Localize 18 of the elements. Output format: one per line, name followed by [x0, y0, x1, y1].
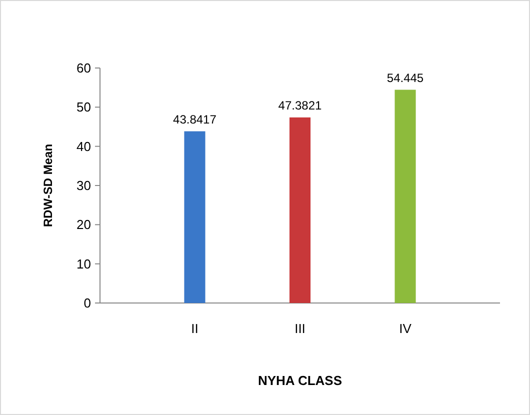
- y-tick-label: 20: [76, 217, 91, 232]
- x-tick-label: III: [294, 321, 306, 336]
- y-tick-label: 50: [76, 100, 91, 115]
- bar: [289, 117, 311, 303]
- x-tick-label: IV: [399, 321, 412, 336]
- y-axis-title: RDW-SD Mean: [41, 144, 55, 228]
- data-label: 43.8417: [173, 112, 217, 126]
- data-label: 54.445: [386, 70, 424, 85]
- bar: [184, 131, 206, 303]
- y-tick-label: 60: [76, 60, 91, 76]
- x-tick-label: II: [191, 321, 198, 336]
- bar: [394, 90, 416, 303]
- data-label: 47.3821: [278, 98, 322, 112]
- y-tick-label: 0: [84, 296, 91, 311]
- x-axis-title: NYHA CLASS: [258, 373, 342, 388]
- y-tick-label: 30: [76, 178, 91, 194]
- y-tick-label: 40: [76, 138, 91, 154]
- y-tick-label: 10: [76, 256, 91, 272]
